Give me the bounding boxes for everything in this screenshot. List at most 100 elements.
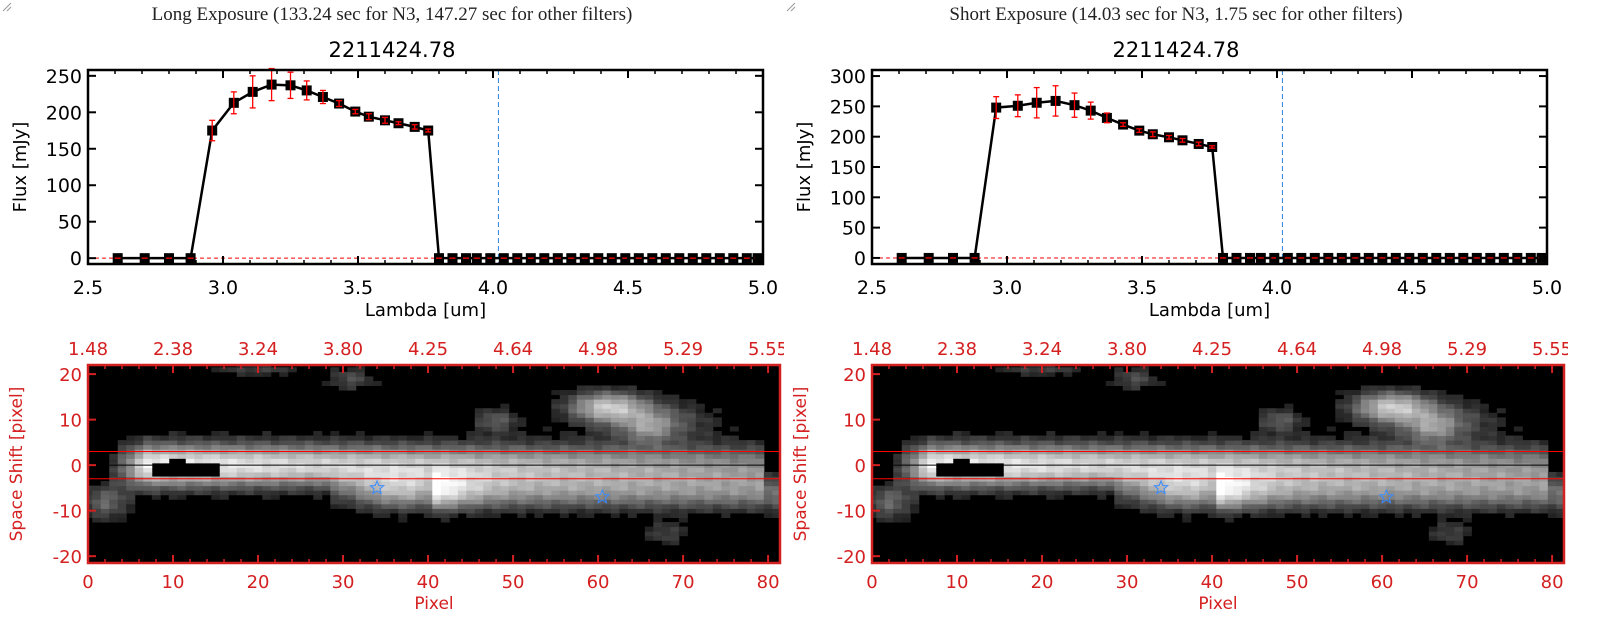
heatmap-cell bbox=[1054, 458, 1064, 464]
heatmap-cell bbox=[381, 444, 391, 450]
heatmap-cell bbox=[202, 435, 212, 441]
heatmap-cell bbox=[1369, 485, 1379, 491]
heatmap-cell bbox=[576, 421, 586, 427]
heatmap-cell bbox=[636, 485, 646, 491]
heatmap-cell bbox=[1403, 408, 1413, 414]
heatmap-cell bbox=[1029, 467, 1039, 473]
heatmap-cell bbox=[1224, 453, 1234, 459]
heatmap-cell bbox=[1207, 458, 1217, 464]
heatmap-cell bbox=[961, 431, 971, 437]
heatmap-cell bbox=[1454, 471, 1464, 478]
heatmap-cell bbox=[1462, 471, 1472, 478]
heatmap-cell bbox=[1020, 453, 1030, 459]
heatmap-cell bbox=[1428, 444, 1438, 450]
heatmap-cell bbox=[1335, 494, 1345, 500]
heatmap-cell bbox=[644, 435, 654, 441]
heatmap-cell bbox=[746, 508, 756, 514]
heatmap-cell bbox=[661, 503, 671, 509]
top-wavelength-label: 4.64 bbox=[493, 339, 533, 360]
heatmap-cell bbox=[1326, 481, 1336, 487]
heatmap-cell bbox=[423, 467, 433, 473]
heatmap-cell bbox=[1020, 485, 1030, 491]
heatmap-cell bbox=[1326, 444, 1336, 450]
heatmap-cell bbox=[313, 453, 323, 459]
heatmap-cell bbox=[1411, 471, 1421, 478]
heatmap-cell bbox=[517, 444, 527, 450]
heatmap-cell bbox=[893, 517, 903, 523]
heatmap-cell bbox=[1471, 481, 1481, 487]
heatmap-cell bbox=[695, 417, 705, 423]
heatmap-cell bbox=[228, 440, 238, 446]
heatmap-cell bbox=[88, 490, 93, 496]
heatmap-cell bbox=[653, 467, 663, 473]
heatmap-cell bbox=[653, 522, 663, 528]
heatmap-cell bbox=[704, 444, 714, 450]
heatmap-cell bbox=[952, 485, 962, 491]
heatmap-cell bbox=[1352, 458, 1362, 464]
heatmap-cell bbox=[551, 508, 561, 514]
heatmap-cell bbox=[568, 431, 578, 437]
heatmap-cell bbox=[1080, 435, 1090, 441]
heatmap-cell bbox=[355, 503, 365, 509]
heatmap-cell bbox=[1156, 458, 1166, 464]
heatmap-cell bbox=[185, 440, 195, 446]
short-exposure-panel: Short Exposure (14.03 sec for N3, 1.75 s… bbox=[784, 0, 1568, 630]
heatmap-cell bbox=[423, 471, 433, 478]
heatmap-cell bbox=[927, 481, 937, 487]
resize-grip-icon[interactable] bbox=[0, 0, 12, 12]
heatmap-cell bbox=[466, 490, 476, 496]
heatmap-cell bbox=[517, 490, 527, 496]
heatmap-cell bbox=[1369, 408, 1379, 414]
heatmap-cell bbox=[168, 431, 178, 437]
heatmap-cell bbox=[449, 490, 459, 496]
x-tick-label: 80 bbox=[1541, 572, 1564, 593]
heatmap-cell bbox=[551, 417, 561, 423]
heatmap-cell bbox=[687, 494, 697, 500]
error-bar bbox=[1120, 122, 1127, 128]
heatmap-cell bbox=[653, 508, 663, 514]
heatmap-cell bbox=[287, 444, 297, 450]
heatmap-cell bbox=[918, 471, 928, 478]
heatmap-cell bbox=[1530, 508, 1540, 514]
heatmap-cell bbox=[143, 481, 153, 487]
heatmap-cell bbox=[944, 440, 954, 446]
heatmap-cell bbox=[1097, 467, 1107, 473]
heatmap-cell bbox=[661, 453, 671, 459]
heatmap-cell bbox=[364, 440, 374, 446]
heatmap-cell bbox=[1131, 471, 1141, 478]
heatmap-cell bbox=[1122, 499, 1132, 505]
heatmap-cell bbox=[661, 481, 671, 487]
heatmap-cell bbox=[670, 453, 680, 459]
heatmap-cell bbox=[474, 490, 484, 496]
heatmap-cell bbox=[1420, 481, 1430, 487]
error-bar bbox=[1166, 134, 1172, 140]
heatmap-cell bbox=[1428, 490, 1438, 496]
heatmap-cell bbox=[1479, 485, 1489, 491]
heatmap-cell bbox=[704, 431, 714, 437]
heatmap-cell bbox=[1437, 526, 1447, 532]
heatmap-cell bbox=[253, 467, 263, 473]
heatmap-cell bbox=[1318, 512, 1328, 518]
resize-grip-icon[interactable] bbox=[784, 0, 796, 12]
heatmap-cell bbox=[1284, 403, 1294, 409]
heatmap-cell bbox=[1488, 421, 1498, 427]
heatmap-cell bbox=[508, 471, 518, 478]
heatmap-cell bbox=[687, 508, 697, 514]
heatmap-cell bbox=[704, 435, 714, 441]
x-tick-label: 40 bbox=[417, 572, 440, 593]
heatmap-cell bbox=[978, 453, 988, 459]
heatmap-cell bbox=[372, 458, 382, 464]
heatmap-cell bbox=[1258, 440, 1268, 446]
heatmap-cell bbox=[517, 467, 527, 473]
heatmap-cell bbox=[534, 444, 544, 450]
heatmap-cell bbox=[593, 408, 603, 414]
heatmap-cell bbox=[1199, 481, 1209, 487]
heatmap-cell bbox=[440, 467, 450, 473]
heatmap-cell bbox=[491, 467, 501, 473]
heatmap-cell bbox=[1148, 499, 1158, 505]
heatmap-cell bbox=[321, 444, 331, 450]
heatmap-cell bbox=[219, 494, 229, 500]
heatmap-cell bbox=[627, 385, 637, 391]
heatmap-cell bbox=[245, 440, 255, 446]
heatmap-cell bbox=[406, 481, 416, 487]
